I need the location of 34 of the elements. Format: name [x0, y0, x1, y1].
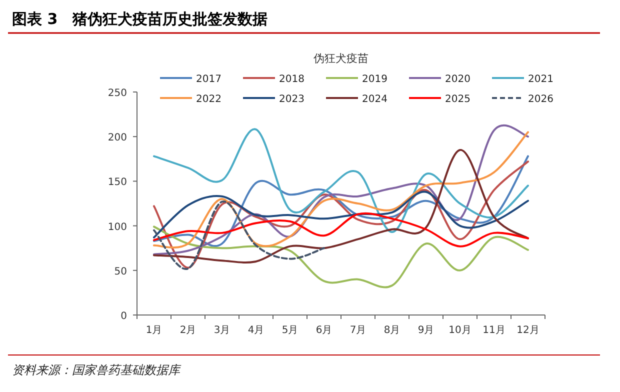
y-tick-label: 200 [108, 132, 127, 144]
x-tick-label: 9月 [418, 325, 434, 336]
x-tick-label: 11月 [482, 325, 506, 336]
legend-label: 2025 [445, 94, 470, 105]
line-series [153, 200, 325, 270]
legend-label: 2021 [528, 74, 554, 85]
legend-label: 2018 [279, 74, 304, 85]
legend-label: 2026 [528, 94, 554, 105]
x-tick-label: 2月 [180, 325, 196, 336]
y-tick-label: 250 [108, 88, 127, 99]
legend-label: 2023 [279, 94, 304, 105]
y-tick-label: 100 [108, 222, 127, 233]
chart-title: 图表 3 猪伪狂犬疫苗历史批签发数据 [12, 10, 268, 28]
x-tick-label: 8月 [384, 325, 400, 336]
legend-label: 2022 [196, 94, 222, 105]
legend-label: 2024 [362, 94, 388, 105]
y-tick-label: 150 [108, 177, 127, 188]
x-tick-label: 4月 [248, 325, 264, 336]
x-tick-label: 10月 [448, 325, 472, 336]
legend-label: 2019 [362, 74, 388, 85]
line-series [153, 212, 529, 248]
x-tick-label: 3月 [214, 325, 230, 336]
x-tick-label: 12月 [516, 325, 540, 336]
y-tick-label: 0 [120, 311, 127, 322]
x-tick-label: 5月 [282, 325, 298, 336]
legend-label: 2020 [445, 74, 470, 85]
x-tick-label: 6月 [316, 325, 332, 336]
line-series [153, 190, 529, 238]
text: 资料来源：国家兽药基础数据库 [12, 363, 182, 377]
y-tick-label: 50 [114, 266, 127, 278]
chart-subtitle: 伪狂犬疫苗 [314, 52, 368, 65]
x-tick-label: 7月 [350, 325, 366, 336]
x-tick-label: 1月 [146, 325, 162, 336]
legend-label: 2017 [196, 74, 222, 85]
